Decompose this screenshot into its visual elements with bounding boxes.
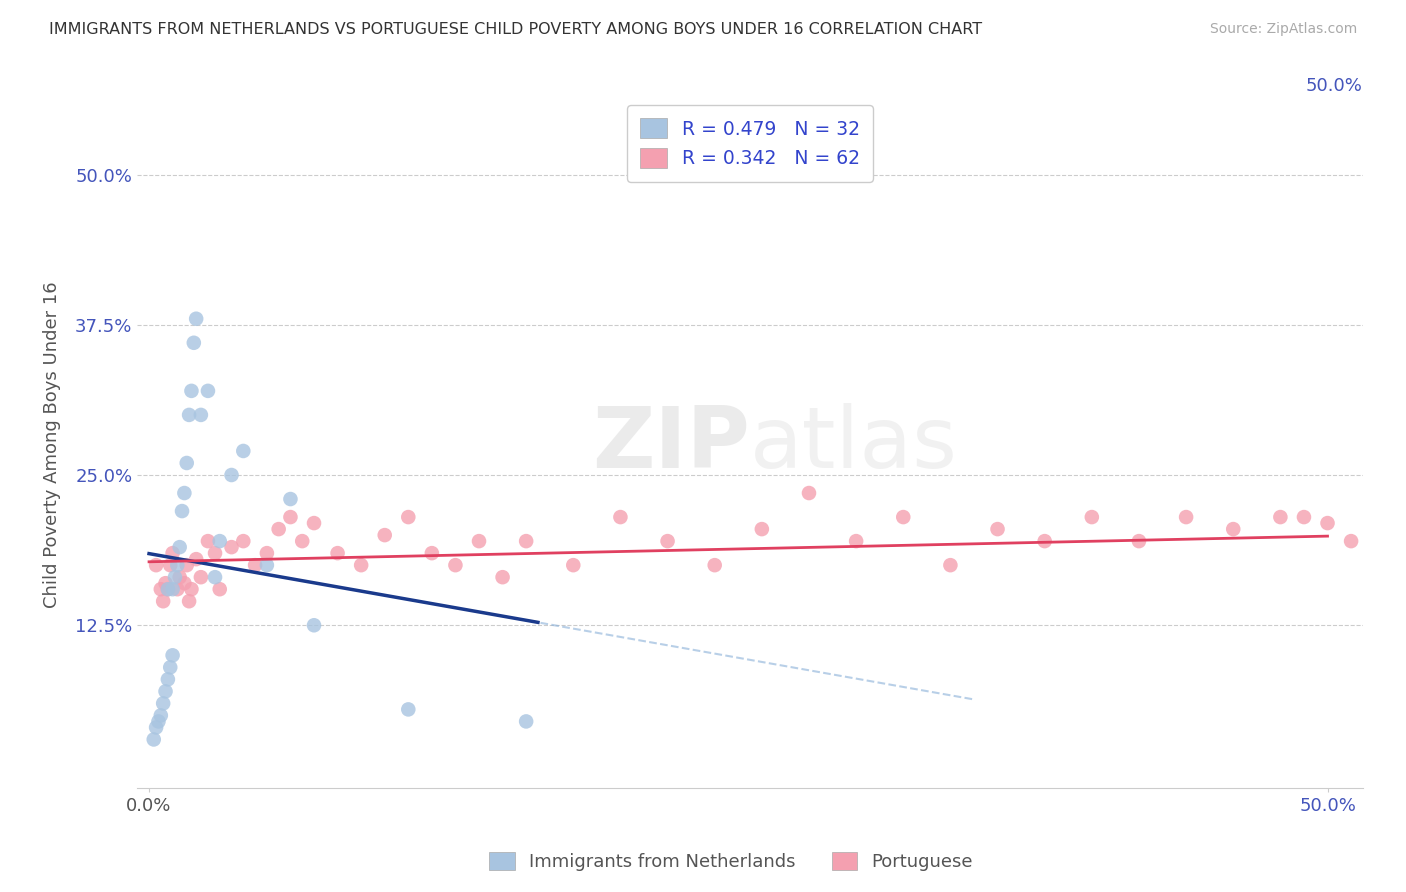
Point [515, 534, 537, 549]
Point [491, 570, 513, 584]
Point [374, 528, 396, 542]
Point [1364, 558, 1386, 573]
Point [1340, 534, 1362, 549]
Point [163, 570, 186, 584]
Point [173, 576, 195, 591]
Point [1081, 510, 1104, 524]
Point [190, 570, 212, 584]
Point [159, 660, 181, 674]
Point [221, 468, 243, 483]
Point [1222, 522, 1244, 536]
Point [420, 546, 443, 560]
Point [1292, 510, 1315, 524]
Point [350, 558, 373, 573]
Point [1316, 516, 1339, 530]
Point [396, 510, 419, 524]
Point [256, 546, 278, 560]
Point [302, 516, 325, 530]
Point [155, 684, 177, 698]
Point [396, 702, 419, 716]
Point [243, 558, 266, 573]
Point [515, 714, 537, 729]
Point [177, 594, 200, 608]
Point [162, 648, 184, 663]
Y-axis label: Child Poverty Among Boys Under 16: Child Poverty Among Boys Under 16 [44, 282, 60, 608]
Point [156, 673, 179, 687]
Point [162, 582, 184, 597]
Point [232, 534, 254, 549]
Point [280, 510, 302, 524]
Point [609, 510, 631, 524]
Point [170, 504, 193, 518]
Point [180, 582, 202, 597]
Point [186, 552, 208, 566]
Point [256, 558, 278, 573]
Text: 50.0%: 50.0% [1306, 78, 1362, 95]
Point [149, 708, 172, 723]
Point [326, 546, 349, 560]
Point [280, 491, 302, 506]
Point [177, 408, 200, 422]
Point [444, 558, 467, 573]
Point [1270, 510, 1292, 524]
Point [145, 721, 167, 735]
Point [197, 384, 219, 398]
Point [986, 522, 1008, 536]
Point [186, 311, 208, 326]
Point [176, 558, 198, 573]
Point [162, 546, 184, 560]
Point [1175, 510, 1198, 524]
Point [145, 558, 167, 573]
Point [1128, 534, 1150, 549]
Point [1033, 534, 1056, 549]
Point [221, 540, 243, 554]
Point [166, 582, 188, 597]
Point [166, 558, 188, 573]
Point [267, 522, 290, 536]
Point [156, 582, 179, 597]
Point [291, 534, 314, 549]
Text: ZIP: ZIP [592, 403, 749, 486]
Point [302, 618, 325, 632]
Point [703, 558, 725, 573]
Point [169, 540, 191, 554]
Text: IMMIGRANTS FROM NETHERLANDS VS PORTUGUESE CHILD POVERTY AMONG BOYS UNDER 16 CORR: IMMIGRANTS FROM NETHERLANDS VS PORTUGUES… [49, 22, 983, 37]
Point [155, 576, 177, 591]
Point [797, 486, 820, 500]
Point [173, 486, 195, 500]
Point [468, 534, 491, 549]
Point [156, 582, 179, 597]
Point [142, 732, 165, 747]
Point [149, 582, 172, 597]
Point [939, 558, 962, 573]
Point [1386, 534, 1406, 549]
Point [657, 534, 679, 549]
Point [197, 534, 219, 549]
Point [204, 570, 226, 584]
Point [190, 408, 212, 422]
Point [180, 384, 202, 398]
Point [159, 558, 181, 573]
Point [152, 594, 174, 608]
Point [232, 444, 254, 458]
Point [208, 582, 231, 597]
Text: atlas: atlas [749, 403, 957, 486]
Point [176, 456, 198, 470]
Point [169, 570, 191, 584]
Point [152, 697, 174, 711]
Point [208, 534, 231, 549]
Point [183, 335, 205, 350]
Point [891, 510, 914, 524]
Text: Source: ZipAtlas.com: Source: ZipAtlas.com [1209, 22, 1357, 37]
Point [204, 546, 226, 560]
Legend: R = 0.479   N = 32, R = 0.342   N = 62: R = 0.479 N = 32, R = 0.342 N = 62 [627, 105, 873, 182]
Legend: Immigrants from Netherlands, Portuguese: Immigrants from Netherlands, Portuguese [482, 845, 980, 879]
Point [845, 534, 868, 549]
Point [751, 522, 773, 536]
Point [562, 558, 585, 573]
Point [148, 714, 170, 729]
